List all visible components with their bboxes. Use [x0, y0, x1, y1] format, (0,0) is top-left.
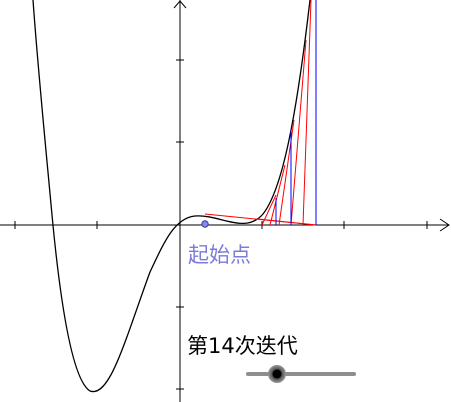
start-point-label: 起始点: [188, 243, 251, 267]
start-point-marker[interactable]: [201, 220, 209, 228]
iteration-label: 第14次迭代: [187, 334, 298, 358]
vertical-lines: [275, 0, 317, 225]
y-ticks: [176, 59, 184, 390]
x-axis-arrow-icon: [439, 218, 450, 232]
slider-track[interactable]: [246, 372, 356, 376]
tangent-lines: [204, 0, 317, 226]
iteration-slider[interactable]: [246, 364, 358, 384]
y-axis-arrow-icon: [173, 0, 187, 9]
slider-knob[interactable]: [268, 365, 286, 383]
function-curve[interactable]: [32, 0, 311, 393]
